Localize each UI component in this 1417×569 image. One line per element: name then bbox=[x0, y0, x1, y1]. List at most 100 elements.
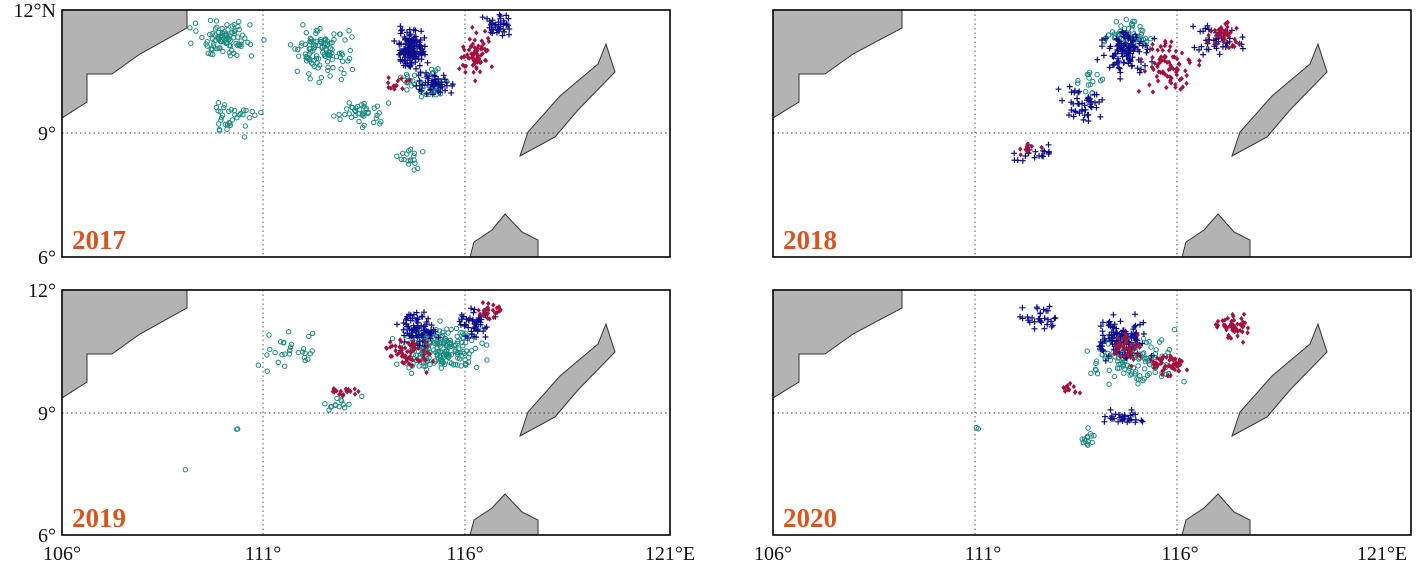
vessel-marker-circle bbox=[227, 122, 234, 129]
vessel-marker-circle bbox=[1138, 27, 1144, 33]
vessel-marker-plus bbox=[1131, 45, 1138, 51]
vessel-marker-circle bbox=[331, 36, 337, 43]
vessel-marker-circle bbox=[209, 31, 216, 37]
vessel-marker-circle bbox=[310, 330, 316, 336]
vessel-marker-plus bbox=[424, 59, 431, 66]
vessel-marker-plus bbox=[416, 62, 423, 69]
vessel-marker-plus bbox=[1120, 59, 1127, 66]
vessel-marker-diamond bbox=[478, 52, 484, 58]
vessel-marker-circle bbox=[332, 402, 339, 408]
vessel-marker-plus bbox=[1128, 406, 1135, 413]
vessel-marker-diamond bbox=[1138, 353, 1143, 359]
vessel-marker-plus bbox=[423, 90, 430, 97]
vessel-marker-plus bbox=[404, 29, 410, 36]
vessel-marker-circle bbox=[322, 401, 328, 407]
vessel-marker-diamond bbox=[1018, 146, 1023, 152]
vessel-marker-diamond bbox=[404, 78, 409, 84]
vessel-marker-circle bbox=[436, 328, 443, 334]
vessel-marker-circle bbox=[327, 40, 333, 46]
vessel-marker-plus bbox=[1136, 40, 1143, 47]
vessel-marker-diamond bbox=[416, 358, 421, 364]
vessel-marker-diamond bbox=[1225, 334, 1231, 341]
vessel-marker-plus bbox=[1024, 314, 1031, 320]
vessel-marker-circle bbox=[371, 119, 377, 126]
vessel-marker-circle bbox=[210, 51, 216, 58]
vessel-marker-diamond bbox=[1218, 31, 1223, 37]
vessel-marker-circle bbox=[231, 28, 237, 35]
vessel-marker-plus bbox=[461, 321, 468, 328]
vessel-marker-plus bbox=[1136, 69, 1143, 76]
vessel-marker-plus bbox=[1072, 109, 1079, 115]
vessel-marker-diamond bbox=[471, 62, 476, 68]
vessel-marker-diamond bbox=[1170, 356, 1176, 362]
vessel-marker-circle bbox=[1106, 367, 1112, 373]
vessel-marker-plus bbox=[400, 326, 407, 333]
vessel-marker-circle bbox=[307, 38, 313, 45]
vessel-marker-plus bbox=[1115, 64, 1122, 71]
vessel-marker-plus bbox=[1138, 417, 1145, 424]
vessel-marker-plus bbox=[1115, 411, 1122, 418]
vessel-marker-plus bbox=[417, 48, 424, 55]
vessel-marker-diamond bbox=[1116, 345, 1121, 351]
vessel-marker-circle bbox=[460, 349, 466, 355]
vessel-marker-diamond bbox=[1149, 64, 1155, 70]
vessel-marker-circle bbox=[1135, 381, 1141, 387]
vessel-marker-plus bbox=[1100, 52, 1107, 59]
lon-tick-label: 116° bbox=[1161, 543, 1198, 565]
vessel-marker-diamond bbox=[1177, 61, 1182, 67]
vessel-marker-circle bbox=[344, 106, 350, 112]
vessel-marker-plus bbox=[470, 309, 477, 316]
vessel-marker-plus bbox=[1126, 56, 1133, 63]
vessel-marker-plus bbox=[1114, 46, 1121, 53]
vessel-marker-diamond bbox=[1150, 54, 1155, 60]
vessel-marker-circle bbox=[361, 103, 367, 110]
vessel-marker-diamond bbox=[1242, 320, 1248, 326]
vessel-marker-circle bbox=[1093, 358, 1100, 364]
vessel-marker-diamond bbox=[1154, 73, 1160, 80]
vessel-marker-diamond bbox=[1157, 356, 1162, 362]
vessel-marker-plus bbox=[1196, 46, 1202, 53]
vessel-marker-circle bbox=[443, 352, 449, 358]
vessel-marker-plus bbox=[410, 322, 417, 329]
vessel-marker-circle bbox=[329, 56, 335, 63]
vessel-marker-diamond bbox=[466, 55, 472, 61]
vessel-marker-plus bbox=[1117, 318, 1124, 325]
vessel-marker-plus bbox=[1118, 40, 1125, 47]
vessel-marker-circle bbox=[1165, 349, 1171, 356]
vessel-marker-plus bbox=[505, 15, 512, 22]
vessel-marker-diamond bbox=[1121, 335, 1127, 341]
vessel-marker-diamond bbox=[400, 351, 405, 357]
vessel-marker-diamond bbox=[1245, 325, 1251, 331]
vessel-marker-circle bbox=[408, 370, 415, 376]
vessel-marker-plus bbox=[1142, 62, 1148, 69]
vessel-marker-diamond bbox=[475, 54, 480, 60]
vessel-marker-plus bbox=[402, 35, 409, 42]
vessel-marker-circle bbox=[431, 340, 437, 346]
vessel-marker-circle bbox=[1140, 378, 1146, 384]
vessel-marker-plus bbox=[421, 309, 427, 316]
vessel-marker-plus bbox=[471, 306, 478, 313]
coastline-land-west bbox=[773, 290, 903, 399]
vessel-marker-circle bbox=[359, 393, 365, 399]
vessel-marker-diamond bbox=[1213, 322, 1219, 328]
vessel-marker-diamond bbox=[1165, 73, 1170, 79]
vessel-marker-plus bbox=[1031, 154, 1038, 161]
vessel-marker-diamond bbox=[393, 348, 398, 354]
vessel-marker-plus bbox=[1132, 322, 1139, 329]
vessel-marker-circle bbox=[336, 50, 343, 56]
vessel-marker-circle bbox=[248, 53, 255, 59]
vessel-marker-diamond bbox=[352, 391, 358, 397]
vessel-marker-plus bbox=[1070, 100, 1077, 107]
vessel-marker-circle bbox=[215, 100, 222, 106]
vessel-marker-circle bbox=[1081, 436, 1088, 442]
vessel-marker-plus bbox=[1096, 343, 1103, 350]
vessel-marker-circle bbox=[1085, 425, 1091, 431]
vessel-marker-plus bbox=[1219, 43, 1226, 50]
vessel-marker-diamond bbox=[1175, 363, 1180, 369]
vessel-marker-diamond bbox=[1155, 78, 1161, 84]
vessel-marker-diamond bbox=[1219, 26, 1224, 32]
vessel-marker-circle bbox=[266, 332, 272, 338]
vessel-marker-plus bbox=[1124, 49, 1131, 56]
vessel-marker-plus bbox=[1096, 99, 1103, 105]
vessel-marker-circle bbox=[288, 341, 295, 347]
